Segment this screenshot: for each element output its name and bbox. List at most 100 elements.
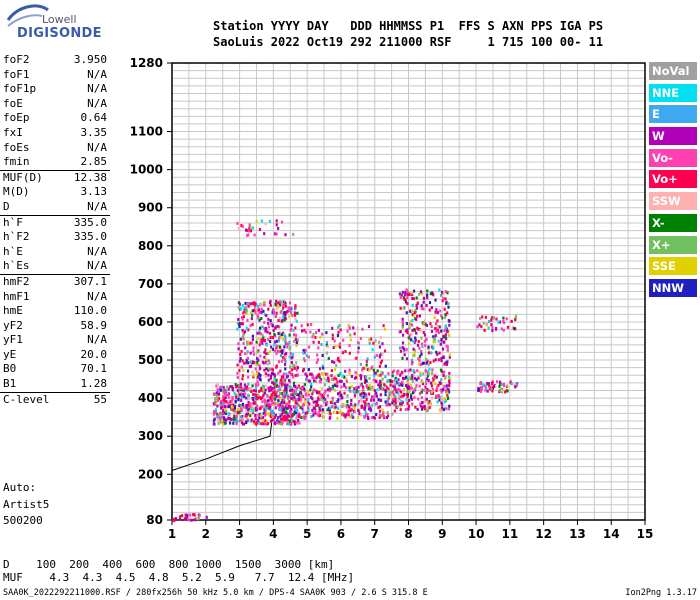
echo-point	[261, 404, 264, 408]
echo-point	[240, 395, 243, 399]
echo-point	[296, 414, 299, 418]
echo-point	[385, 416, 389, 420]
echo-point	[216, 418, 220, 422]
echo-point	[269, 405, 272, 409]
echo-point	[242, 368, 245, 372]
echo-point	[404, 329, 407, 333]
y-tick-label: 600	[138, 315, 163, 329]
echo-point	[246, 229, 249, 233]
echo-point	[411, 323, 414, 327]
echo-point	[332, 410, 336, 414]
echo-point	[337, 392, 340, 396]
param-name: yF2	[3, 318, 23, 332]
echo-point	[226, 393, 229, 397]
echo-point	[402, 347, 406, 351]
echo-point	[295, 341, 298, 345]
echo-point	[299, 406, 302, 410]
echo-point	[419, 290, 423, 294]
echo-point	[287, 378, 291, 382]
echo-point	[260, 386, 264, 390]
echo-point	[235, 414, 238, 418]
echo-point	[252, 420, 256, 424]
echo-point	[359, 393, 362, 397]
echo-point	[513, 327, 516, 331]
echo-point	[435, 350, 438, 354]
echo-point	[285, 375, 289, 379]
echo-point	[333, 367, 337, 371]
echo-point	[216, 398, 220, 402]
echo-point	[410, 397, 414, 401]
echo-point	[312, 332, 315, 336]
echo-point	[391, 401, 394, 405]
echo-point	[338, 372, 342, 376]
echo-point	[282, 390, 285, 394]
echo-point	[310, 395, 313, 399]
echo-point	[400, 399, 403, 403]
echo-point	[393, 403, 396, 407]
echo-point	[227, 412, 230, 416]
echo-point	[213, 412, 216, 416]
echo-point	[316, 358, 320, 362]
echo-point	[264, 419, 267, 423]
echo-point	[369, 387, 372, 391]
echo-point	[345, 413, 348, 417]
echo-point	[510, 319, 513, 323]
echo-point	[269, 419, 273, 423]
echo-point	[402, 390, 405, 394]
echo-point	[373, 374, 376, 378]
echo-point	[240, 365, 243, 369]
echo-point	[283, 334, 286, 338]
echo-point	[260, 303, 263, 307]
echo-point	[384, 390, 387, 394]
echo-point	[400, 293, 403, 297]
param-value: N/A	[87, 199, 107, 213]
y-tick-label: 80	[146, 513, 163, 527]
echo-point	[232, 418, 235, 422]
echo-point	[238, 404, 241, 408]
echo-point	[375, 353, 378, 357]
echo-point	[287, 403, 290, 407]
echo-point	[448, 371, 451, 375]
echo-point	[312, 340, 315, 344]
echo-point	[426, 374, 430, 378]
echo-point	[289, 385, 292, 389]
echo-point	[419, 329, 422, 333]
echo-point	[256, 380, 259, 384]
echo-point	[248, 223, 251, 227]
echo-point	[442, 408, 445, 412]
echo-point	[254, 406, 258, 410]
echo-point	[486, 381, 489, 385]
echo-point	[244, 414, 247, 418]
echo-point	[365, 394, 368, 398]
echo-point	[491, 329, 494, 333]
echo-point	[354, 403, 357, 407]
echo-point	[393, 387, 396, 391]
echo-point	[287, 306, 290, 310]
echo-point	[223, 399, 226, 403]
echo-point	[341, 396, 344, 400]
echo-point	[307, 406, 310, 410]
echo-point	[247, 304, 250, 308]
echo-point	[327, 356, 330, 360]
echo-point	[238, 369, 241, 373]
echo-point	[282, 375, 285, 379]
scaled-trace-line	[171, 422, 273, 471]
echo-point	[381, 352, 384, 356]
echo-point	[276, 419, 279, 423]
echo-point	[490, 316, 494, 320]
echo-point	[180, 514, 184, 518]
echo-point	[486, 389, 489, 393]
echo-point	[241, 303, 244, 307]
param-value: N/A	[87, 140, 107, 154]
echo-point	[362, 391, 365, 395]
echo-point	[304, 411, 308, 415]
echo-point	[364, 403, 367, 407]
echo-point	[285, 342, 288, 346]
echo-point	[264, 329, 267, 333]
echo-point	[407, 407, 410, 411]
echo-point	[326, 408, 329, 412]
echo-point	[264, 222, 267, 226]
echo-point	[406, 407, 409, 411]
row-value: 600	[135, 558, 156, 571]
echo-point	[384, 375, 387, 379]
